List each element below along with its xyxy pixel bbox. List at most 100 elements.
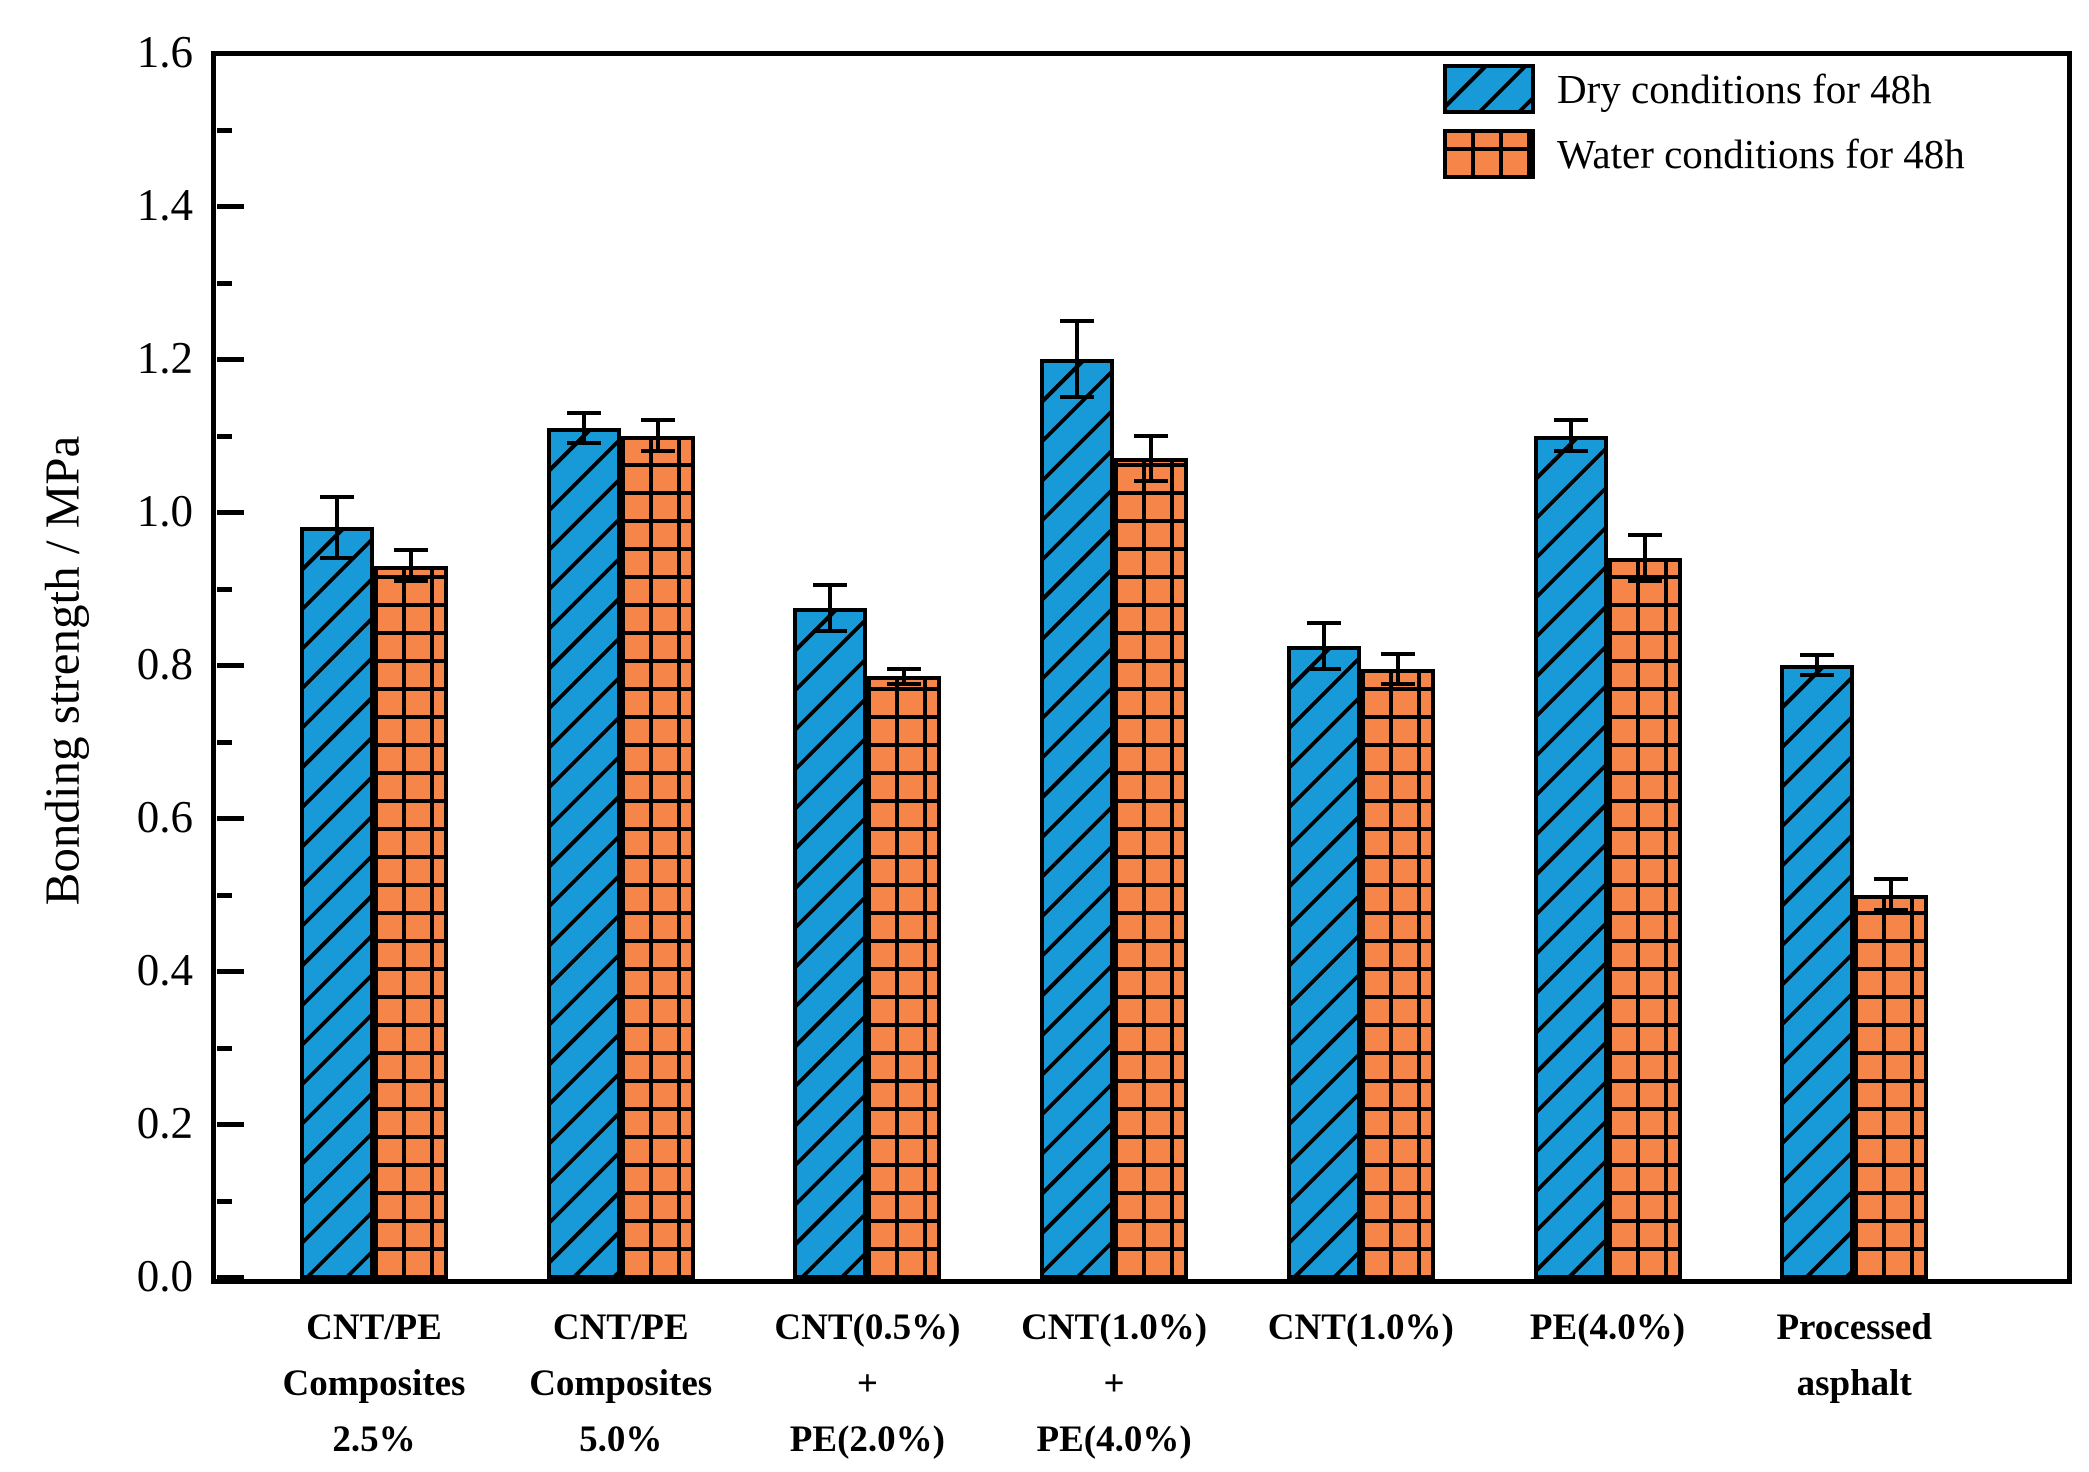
bar-water-7 (1854, 894, 1929, 1279)
bar-water-5 (1360, 668, 1435, 1279)
y-major-tick (217, 816, 244, 821)
bar-dry-1 (300, 527, 374, 1279)
category-label-line: CNT(1.0%) (1267, 1307, 1454, 1348)
y-major-tick (217, 204, 244, 209)
y-major-tick (217, 510, 244, 515)
error-bar (1149, 435, 1154, 482)
error-bar-cap-bottom (1306, 666, 1341, 671)
error-bar-cap-bottom (320, 555, 354, 560)
error-bar (335, 496, 339, 558)
bar-dry-6 (1533, 435, 1608, 1279)
y-tick-label: 1.2 (136, 333, 193, 383)
error-bar-cap-top (1060, 318, 1095, 323)
category-label: CNT(1.0%) + PE(4.0%) (984, 1300, 1244, 1468)
bar-dry-3 (793, 607, 868, 1279)
legend-label: Water conditions for 48h (1557, 131, 1965, 177)
category-label-line: 5.0% (579, 1419, 663, 1460)
category-label-line: + (856, 1363, 878, 1404)
bar-dry-4 (1040, 359, 1115, 1279)
error-bar (1889, 879, 1894, 910)
category-label-line: CNT(0.5%) (774, 1307, 961, 1348)
category-label-line: CNT/PE (306, 1307, 442, 1348)
error-bar-cap-bottom (566, 441, 601, 446)
category-label-line: asphalt (1796, 1363, 1912, 1404)
category-label: CNT(1.0%) (1231, 1300, 1491, 1356)
error-bar-cap-top (320, 494, 354, 499)
y-minor-tick (217, 1045, 232, 1051)
error-bar-cap-bottom (1800, 672, 1835, 677)
y-minor-tick (217, 433, 232, 439)
error-bar-cap-top (1380, 651, 1415, 656)
y-tick-label: 0.6 (136, 792, 193, 842)
legend-item: Water conditions for 48h (1443, 129, 1965, 179)
bar-water-2 (620, 435, 695, 1279)
legend-item: Dry conditions for 48h (1443, 64, 1965, 114)
error-bar-cap-bottom (640, 448, 675, 453)
bar-dry-5 (1286, 645, 1361, 1279)
error-bar (1568, 420, 1573, 451)
dry-series-swatch-icon (1443, 64, 1535, 114)
y-minor-tick (217, 892, 232, 898)
category-label: CNT/PE Composites 2.5% (244, 1300, 504, 1468)
y-tick-label: 0.4 (136, 945, 193, 995)
error-bar-cap-top (640, 418, 675, 423)
error-bar (655, 420, 660, 451)
error-bar-cap-bottom (1134, 479, 1169, 484)
category-label-line: PE(4.0%) (1529, 1307, 1686, 1348)
category-label-line: PE(2.0%) (789, 1419, 945, 1460)
y-tick-label: 0.0 (136, 1251, 193, 1301)
y-tick-label: 0.2 (136, 1098, 193, 1148)
y-minor-tick (217, 586, 232, 592)
legend: Dry conditions for 48h Water conditions f… (1443, 64, 1965, 179)
error-bar (902, 668, 907, 685)
error-bar-cap-bottom (887, 682, 922, 687)
y-minor-tick (217, 739, 232, 745)
legend-label: Dry conditions for 48h (1557, 66, 1932, 112)
category-label: Processed asphalt (1724, 1300, 1984, 1412)
error-bar-cap-top (1627, 532, 1662, 537)
category-label-line: Composites (529, 1363, 713, 1404)
y-tick-label: 0.8 (136, 639, 193, 689)
error-bar-cap-bottom (1627, 578, 1662, 583)
error-bar (409, 550, 413, 581)
y-tick-label: 1.0 (136, 486, 193, 536)
error-bar-cap-top (1134, 433, 1169, 438)
error-bar-cap-top (1553, 418, 1588, 423)
error-bar (1395, 653, 1400, 685)
bar-water-6 (1607, 557, 1682, 1279)
y-major-tick (217, 1275, 244, 1280)
error-bar-cap-top (394, 548, 428, 553)
error-bar (1321, 622, 1326, 669)
category-label-line: 2.5% (332, 1419, 416, 1460)
error-bar-cap-top (1800, 653, 1835, 658)
category-label: PE(4.0%) (1478, 1300, 1738, 1356)
y-major-tick (217, 357, 244, 362)
y-tick-label: 1.6 (136, 27, 193, 77)
error-bar-cap-top (887, 666, 922, 671)
bar-dry-7 (1780, 665, 1855, 1279)
error-bar-cap-bottom (1380, 682, 1415, 687)
category-label-line: CNT/PE (552, 1307, 689, 1348)
category-label-line: PE(4.0%) (1036, 1419, 1192, 1460)
error-bar-cap-bottom (1553, 448, 1588, 453)
error-bar-cap-top (1874, 877, 1909, 882)
error-bar (828, 584, 833, 631)
y-major-tick (217, 1122, 244, 1127)
category-label-line: Composites (282, 1363, 466, 1404)
bar-water-4 (1114, 458, 1189, 1279)
category-label: CNT/PE Composites 5.0% (491, 1300, 751, 1468)
error-bar-cap-top (813, 582, 848, 587)
category-label-line: Processed (1776, 1307, 1932, 1348)
y-minor-tick (217, 1198, 232, 1204)
plot-area (211, 51, 2072, 1284)
y-minor-tick (217, 127, 232, 133)
error-bar-cap-top (566, 410, 601, 415)
y-tick-label: 1.4 (136, 180, 193, 230)
error-bar-cap-top (1306, 620, 1341, 625)
error-bar (1075, 320, 1080, 398)
y-major-tick (217, 969, 244, 974)
error-bar (1815, 655, 1820, 675)
bar-dry-2 (546, 427, 621, 1279)
error-bar (581, 412, 586, 444)
